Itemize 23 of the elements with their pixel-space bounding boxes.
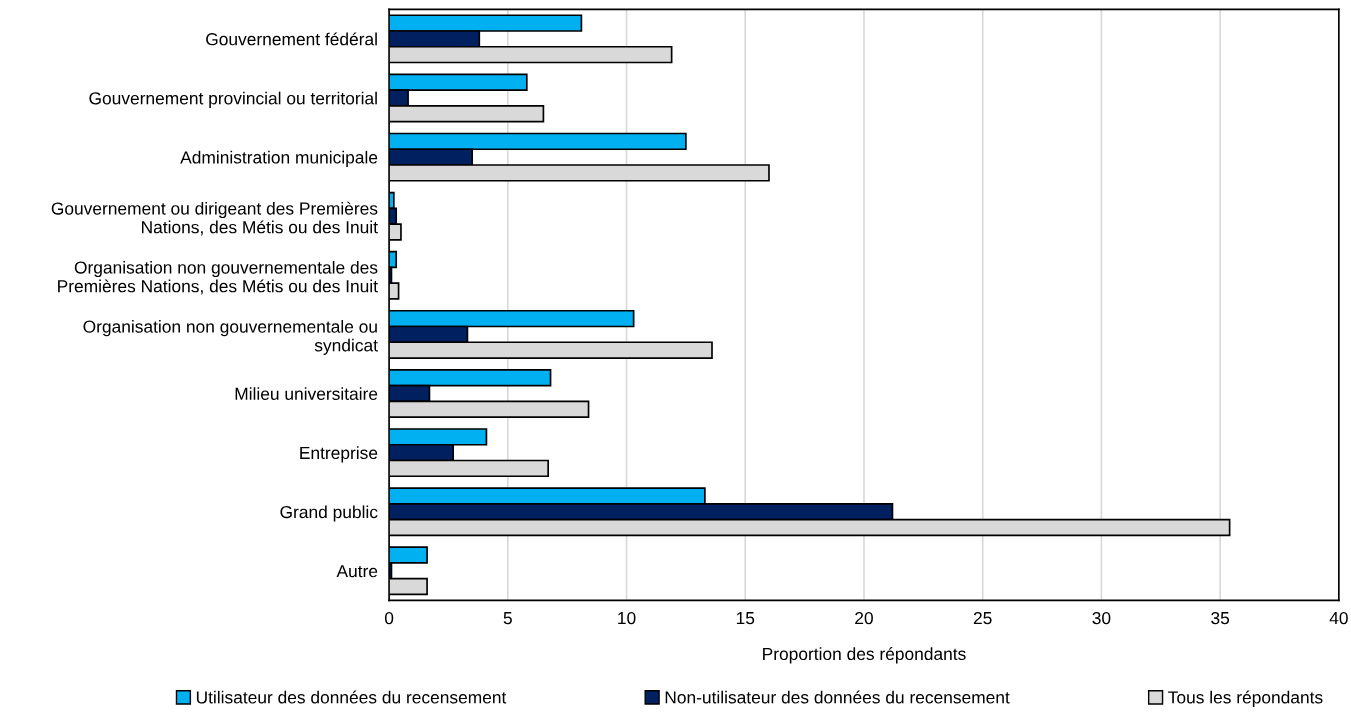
legend-label: Utilisateur des données du recensement (196, 690, 507, 704)
x-tick-label: 25 (973, 611, 992, 625)
y-tick-label: Entreprise (300, 446, 378, 463)
x-tick-label: 35 (1211, 611, 1230, 625)
legend-label: Tous les répondants (1168, 690, 1323, 707)
y-tick-label: Milieu universitaire (235, 387, 378, 400)
x-tick-label: 30 (1092, 611, 1111, 625)
y-tick-label: Gouvernement fédéral (206, 32, 377, 46)
x-tick-label: 15 (736, 612, 755, 625)
legend-label: Non-utilisateur des données du recensement (665, 690, 1010, 704)
y-tick-label: Administration municipale (180, 150, 378, 167)
y-tick-label: Gouvernement provincial ou territorial (89, 91, 377, 108)
y-tick-label: Organisation non gouvernementale des Premières Nations, des Métis ou des Inuit (58, 260, 378, 295)
x-tick-label: 0 (384, 611, 394, 625)
y-tick-label: Autre (336, 565, 378, 578)
y-tick-label: Grand public (280, 505, 378, 522)
x-tick-label: 40 (1329, 611, 1348, 625)
x-axis-title: Proportion des répondants (763, 647, 966, 664)
x-tick-label: 20 (855, 611, 873, 625)
x-tick-label: 5 (503, 612, 512, 625)
x-tick-label: 10 (618, 611, 636, 625)
y-tick-label: Organisation non gouvernementale ou syndicat (83, 320, 378, 355)
y-tick-label: Gouvernement ou dirigeant des Premières Nations, des Métis ou des Inuit (51, 201, 378, 236)
